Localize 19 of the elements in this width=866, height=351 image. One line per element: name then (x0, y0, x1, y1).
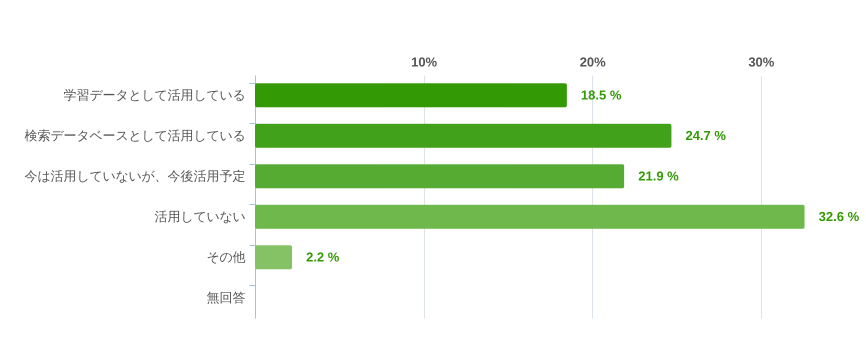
data-label: 2.2 % (306, 249, 340, 264)
data-label: 21.9 % (638, 168, 680, 184)
data-label: 32.6 % (818, 208, 860, 224)
x-tick-label: 20% (580, 54, 606, 70)
y-tick-label: 学習データとして活用している (64, 87, 246, 102)
y-tick-label: 今は活用していないが、今後活用予定 (24, 168, 246, 184)
x-tick-label: 10% (411, 54, 438, 70)
y-tick-label: 活用していない (154, 208, 246, 224)
bar (255, 164, 624, 188)
data-label: 24.7 % (685, 128, 726, 143)
y-tick-label: 検索データベースとして活用している (24, 128, 246, 143)
bar (255, 83, 567, 108)
y-tick-label: その他 (206, 249, 246, 264)
x-tick-label: 30% (748, 54, 775, 70)
bar (255, 245, 292, 270)
data-label: 18.5 % (580, 87, 622, 102)
bar (255, 124, 672, 148)
bar (255, 204, 805, 229)
y-tick-label: 無回答 (206, 290, 246, 305)
